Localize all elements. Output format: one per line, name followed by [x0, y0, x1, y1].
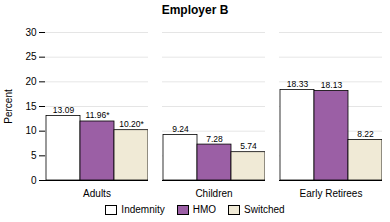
svg-text:25: 25	[25, 51, 37, 62]
svg-text:Early Retirees: Early Retirees	[300, 188, 363, 199]
svg-text:18.33: 18.33	[287, 79, 309, 89]
svg-text:8.22: 8.22	[357, 129, 374, 139]
svg-text:13.09: 13.09	[53, 105, 75, 115]
svg-text:5.74: 5.74	[240, 141, 257, 151]
svg-text:18.13: 18.13	[321, 80, 343, 90]
svg-text:Percent: Percent	[3, 89, 14, 124]
svg-text:Adults: Adults	[83, 188, 111, 199]
svg-text:11.96*: 11.96*	[86, 110, 111, 120]
svg-text:7.28: 7.28	[206, 134, 223, 144]
svg-text:30: 30	[25, 27, 37, 38]
svg-text:20: 20	[25, 76, 37, 87]
svg-text:10.20*: 10.20*	[119, 119, 144, 129]
html-text:HMO: HMO	[192, 204, 217, 215]
svg-text:5: 5	[31, 150, 37, 161]
html-text:Employer B: Employer B	[161, 3, 229, 17]
svg-text:9.24: 9.24	[172, 124, 189, 134]
svg-text:Children: Children	[195, 188, 232, 199]
svg-text:15: 15	[25, 101, 37, 112]
svg-text:0: 0	[31, 175, 37, 186]
html-text:Switched: Switched	[244, 204, 285, 215]
svg-text:10: 10	[25, 125, 37, 136]
html-text:Indemnity: Indemnity	[121, 204, 165, 215]
